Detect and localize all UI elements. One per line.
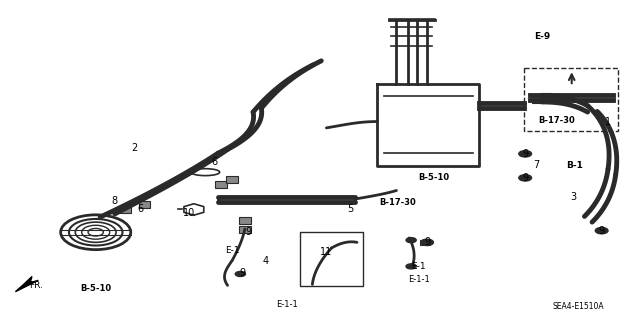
Circle shape	[406, 264, 416, 269]
Text: 6: 6	[212, 157, 218, 167]
Text: 5: 5	[348, 204, 354, 214]
Text: E-1: E-1	[225, 246, 239, 255]
Bar	[532, 96, 541, 103]
Bar	[139, 201, 150, 208]
Bar	[541, 93, 551, 100]
Text: E-1-1: E-1-1	[408, 275, 429, 284]
Text: B-17-30: B-17-30	[380, 198, 416, 207]
Text: SEA4-E1510A: SEA4-E1510A	[552, 302, 604, 311]
Text: 9: 9	[239, 268, 245, 278]
Text: E-1: E-1	[412, 262, 426, 271]
Bar	[227, 176, 238, 182]
Text: 9: 9	[522, 149, 528, 159]
Circle shape	[420, 239, 433, 246]
Bar	[524, 68, 618, 131]
Text: 6: 6	[137, 204, 143, 213]
Circle shape	[519, 151, 532, 157]
Bar	[239, 217, 250, 224]
Bar	[420, 240, 430, 245]
Text: 9: 9	[522, 173, 528, 183]
Text: 4: 4	[263, 256, 269, 266]
Text: 8: 8	[112, 196, 118, 206]
Bar	[239, 226, 250, 233]
Text: 3: 3	[570, 192, 577, 202]
Text: B-5-10: B-5-10	[80, 284, 111, 293]
Bar	[216, 181, 227, 188]
Bar	[120, 206, 131, 213]
Circle shape	[519, 175, 532, 181]
Bar	[300, 232, 364, 286]
Text: B-1: B-1	[566, 161, 583, 170]
Text: 1: 1	[605, 116, 611, 127]
Text: B-17-30: B-17-30	[539, 116, 575, 125]
Text: 9: 9	[246, 226, 252, 237]
Polygon shape	[15, 277, 38, 292]
Text: 7: 7	[534, 160, 540, 170]
Text: FR.: FR.	[29, 281, 44, 290]
Text: 10: 10	[183, 208, 195, 218]
Text: E-1-1: E-1-1	[276, 300, 298, 309]
Text: 9: 9	[424, 237, 430, 247]
Circle shape	[236, 271, 246, 277]
Circle shape	[406, 238, 416, 243]
Text: E-9: E-9	[534, 32, 550, 41]
Circle shape	[595, 227, 608, 234]
Text: B-5-10: B-5-10	[418, 173, 449, 182]
Text: 9: 9	[598, 226, 605, 236]
Text: 11: 11	[320, 247, 333, 257]
Text: 2: 2	[131, 144, 137, 153]
